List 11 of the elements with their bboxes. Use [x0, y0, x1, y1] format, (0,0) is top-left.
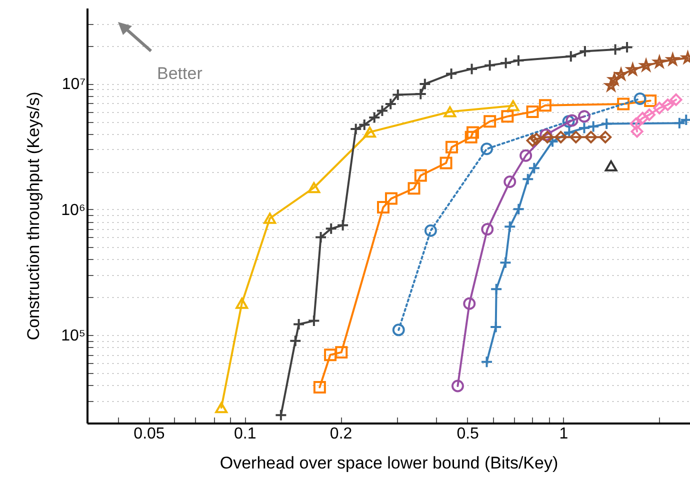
y-tick-label: 10⁶	[61, 202, 86, 219]
x-tick-label: 0.5	[456, 426, 480, 442]
y-tick-label: 10⁵	[61, 328, 86, 345]
x-axis-title: Overhead over space lower bound (Bits/Key)	[220, 454, 558, 472]
y-tick-label: 10⁷	[62, 76, 86, 94]
x-tick-label: 0.05	[134, 426, 165, 442]
x-tick-label: 0.2	[330, 426, 352, 442]
y-axis-title: Construction throughput (Keys/s)	[24, 92, 44, 340]
x-tick-label: 0.1	[234, 426, 256, 442]
x-tick-label: 1	[559, 426, 568, 442]
annotation: Better	[157, 64, 203, 83]
